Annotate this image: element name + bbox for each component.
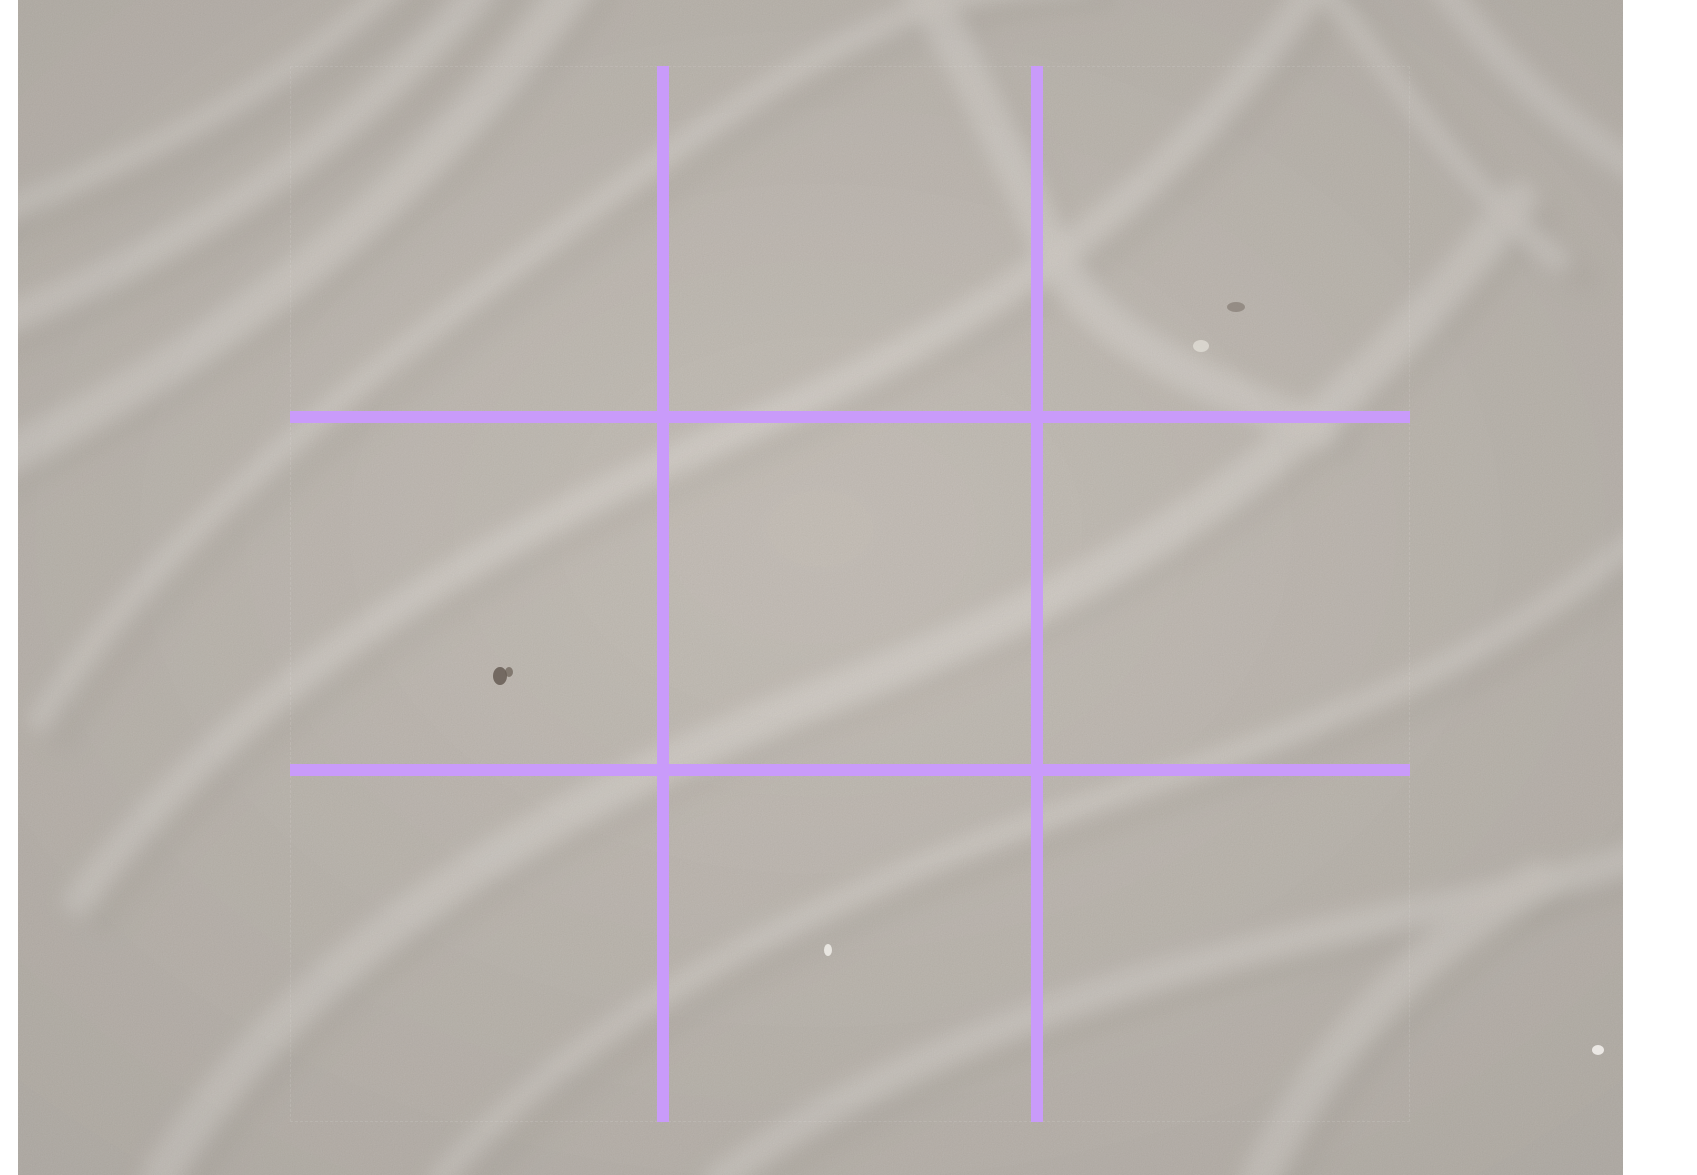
board-cell-1-0[interactable] — [290, 417, 663, 770]
sand-vignette — [18, 0, 1623, 1175]
board-cell-2-1[interactable] — [663, 770, 1037, 1122]
board-cell-2-2[interactable] — [1037, 770, 1410, 1122]
sand-debris — [493, 302, 1604, 1055]
board-cell-0-2[interactable] — [1037, 66, 1410, 417]
board-cell-0-1[interactable] — [663, 66, 1037, 417]
sand-background — [18, 0, 1623, 1175]
sand-texture-image — [18, 0, 1623, 1175]
board-cell-1-2[interactable] — [1037, 417, 1410, 770]
board-cell-1-1[interactable] — [663, 417, 1037, 770]
board-cell-2-0[interactable] — [290, 770, 663, 1122]
board-cell-0-0[interactable] — [290, 66, 663, 417]
